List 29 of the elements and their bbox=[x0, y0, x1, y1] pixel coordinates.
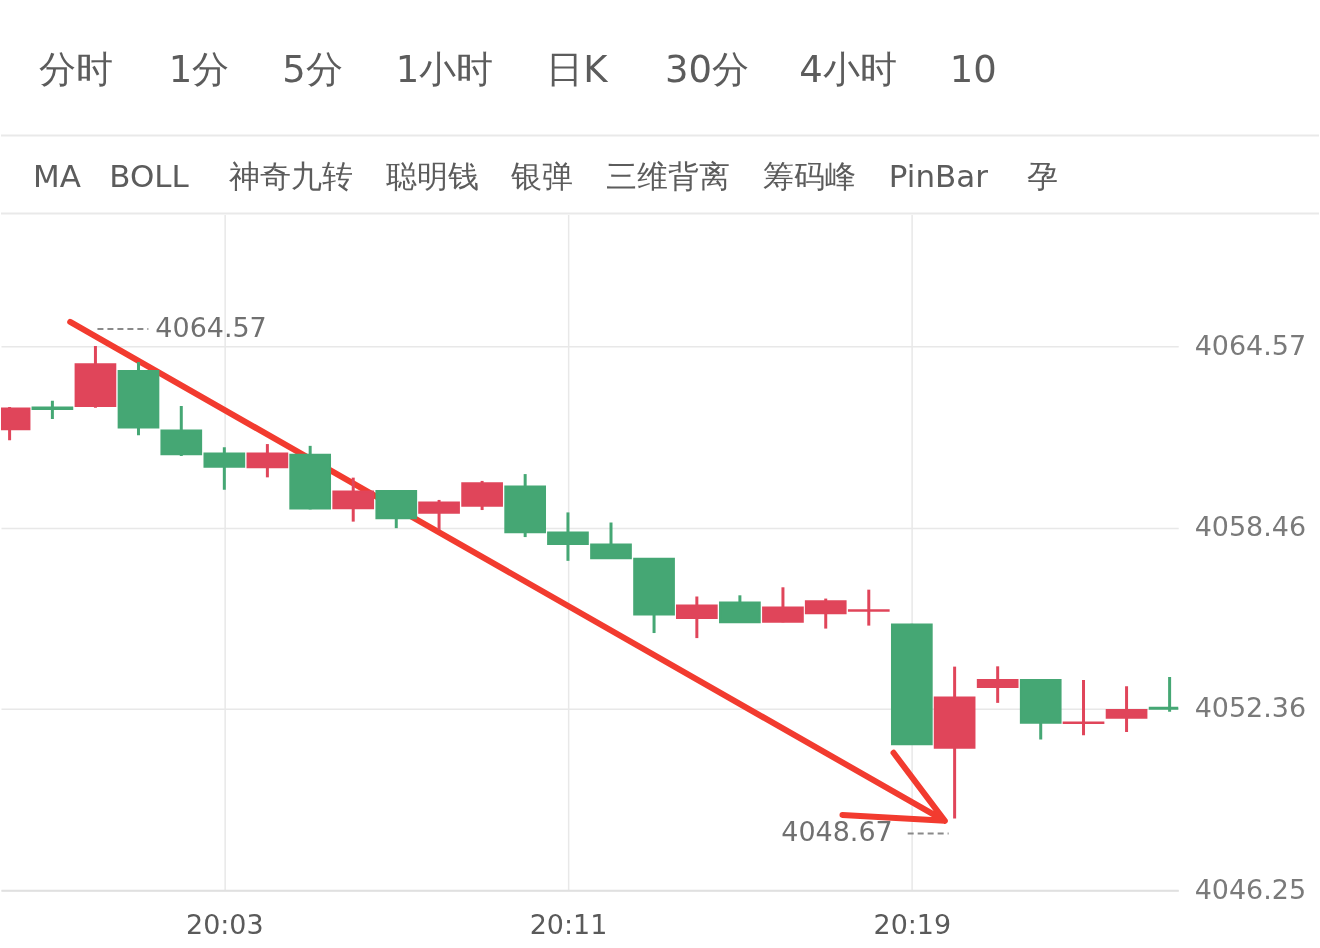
annotation: 4048.67 bbox=[781, 816, 893, 848]
text: 4小时 bbox=[799, 47, 897, 91]
text: 1分 bbox=[168, 47, 230, 91]
y-tick-label: 4058.46 bbox=[1194, 511, 1307, 543]
y-tick-label: 4052.36 bbox=[1194, 692, 1307, 724]
text: 银弹 bbox=[510, 158, 574, 195]
text: PinBar bbox=[888, 158, 989, 195]
text: 5分 bbox=[282, 47, 343, 91]
x-tick-label: 20:03 bbox=[186, 908, 264, 940]
text: 分时 bbox=[38, 47, 113, 91]
text: 聪明钱 bbox=[385, 158, 479, 195]
x-tick-label: 20:19 bbox=[873, 908, 952, 940]
text: 孕 bbox=[1027, 158, 1059, 195]
text: 三维背离 bbox=[606, 158, 731, 195]
text: 30分 bbox=[665, 47, 750, 91]
candlestick bbox=[976, 666, 1019, 703]
y-tick-label: 4064.57 bbox=[1194, 329, 1307, 361]
x-tick-label: 20:11 bbox=[529, 908, 608, 940]
candlestick bbox=[1062, 679, 1105, 736]
text: 神奇九转 bbox=[228, 158, 353, 195]
text: 1小时 bbox=[395, 47, 494, 91]
annotation: 4064.57 bbox=[155, 312, 267, 344]
text: 日K bbox=[546, 47, 609, 91]
text: 筹码峰 bbox=[763, 158, 857, 195]
text: BOLL bbox=[109, 158, 190, 195]
text: 10 bbox=[949, 47, 997, 91]
y-tick-label: 4046.25 bbox=[1194, 873, 1307, 905]
text: MA bbox=[32, 158, 81, 195]
candlestick bbox=[1105, 686, 1148, 732]
